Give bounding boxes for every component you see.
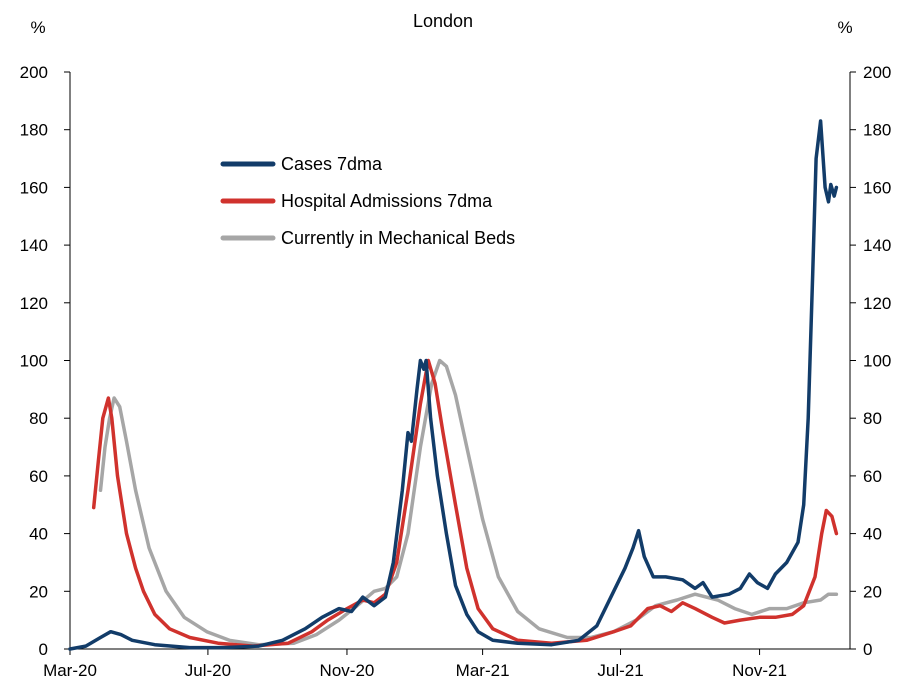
y-tick-label-right: 100 (863, 352, 891, 371)
y-axis-right-unit: % (837, 18, 852, 37)
y-tick-label-left: 200 (20, 63, 48, 82)
series-line-3 (98, 358, 839, 647)
y-tick-label-left: 0 (39, 640, 48, 659)
x-tick-label: Nov-21 (732, 661, 787, 680)
y-tick-label-right: 200 (863, 63, 891, 82)
x-tick-label: Mar-21 (456, 661, 510, 680)
y-tick-label-right: 0 (863, 640, 872, 659)
y-tick-label-right: 40 (863, 525, 882, 544)
y-axis-left-unit: % (30, 18, 45, 37)
x-tick-label: Jul-20 (185, 661, 231, 680)
y-tick-label-right: 140 (863, 236, 891, 255)
x-tick-label: Mar-20 (43, 661, 97, 680)
y-tick-label-left: 180 (20, 121, 48, 140)
series-lines (68, 119, 839, 651)
axes: 0 0 20 20 40 40 60 60 80 80 100 100 120 120 140 140 160 1… (20, 63, 892, 680)
y-tick-label-left: 160 (20, 178, 48, 197)
x-tick-label: Nov-20 (320, 661, 375, 680)
y-tick-label-right: 180 (863, 121, 891, 140)
series-line-2 (91, 358, 839, 648)
y-tick-label-left: 80 (29, 409, 48, 428)
legend-label-1: Cases 7dma (281, 154, 383, 174)
chart-title: London (413, 11, 473, 31)
y-tick-label-left: 20 (29, 582, 48, 601)
y-tick-label-right: 60 (863, 467, 882, 486)
x-tick-label: Jul-21 (597, 661, 643, 680)
y-tick-label-left: 40 (29, 525, 48, 544)
y-tick-label-right: 80 (863, 409, 882, 428)
y-tick-label-left: 60 (29, 467, 48, 486)
y-tick-label-right: 120 (863, 294, 891, 313)
y-tick-label-left: 120 (20, 294, 48, 313)
y-tick-label-left: 140 (20, 236, 48, 255)
legend-label-2: Hospital Admissions 7dma (281, 191, 493, 211)
y-tick-label-right: 160 (863, 178, 891, 197)
y-tick-label-left: 100 (20, 352, 48, 371)
legend-label-3: Currently in Mechanical Beds (281, 228, 515, 248)
y-tick-label-right: 20 (863, 582, 882, 601)
series-line-1 (68, 119, 839, 651)
legend: Cases 7dma Hospital Admissions 7dma Curren… (220, 154, 515, 248)
